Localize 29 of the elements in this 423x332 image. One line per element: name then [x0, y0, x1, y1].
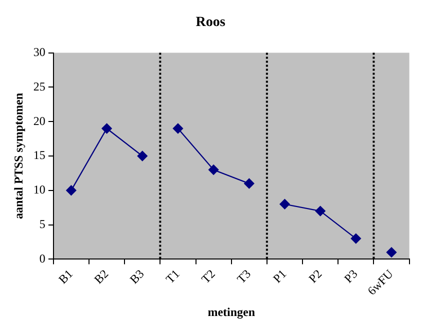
point — [244, 178, 254, 189]
point — [208, 164, 219, 175]
y-tick-label: 15 — [33, 148, 46, 162]
y-tick-label: 5 — [39, 216, 46, 231]
point — [102, 123, 112, 134]
x-tick-label: P3 — [341, 266, 360, 286]
point — [315, 206, 326, 216]
x-tick-label: P1 — [270, 266, 290, 286]
y-tick-label: 20 — [33, 114, 46, 128]
x-tick-label: P2 — [306, 266, 325, 286]
y-tick-label: 25 — [33, 79, 46, 94]
chart-title: Roos — [196, 15, 226, 30]
point — [66, 185, 76, 196]
x-tick-label: B3 — [126, 266, 147, 287]
x-tick-label: T2 — [198, 266, 218, 286]
y-tick-label: 30 — [33, 44, 46, 59]
x-tick-label: B1 — [56, 266, 76, 287]
y-tick-label: 10 — [33, 182, 46, 197]
y-tick-label: 0 — [39, 251, 46, 266]
x-tick-label: B2 — [91, 266, 112, 287]
point — [137, 150, 148, 162]
point — [172, 123, 184, 134]
x-tick-label: T1 — [162, 266, 182, 286]
point — [386, 247, 397, 258]
point — [350, 233, 362, 244]
point — [280, 199, 290, 210]
y-axis-title: aantal PTSS symptomen — [11, 92, 26, 220]
x-tick-label: T3 — [234, 266, 254, 286]
x-axis-title: metingen — [208, 304, 256, 319]
